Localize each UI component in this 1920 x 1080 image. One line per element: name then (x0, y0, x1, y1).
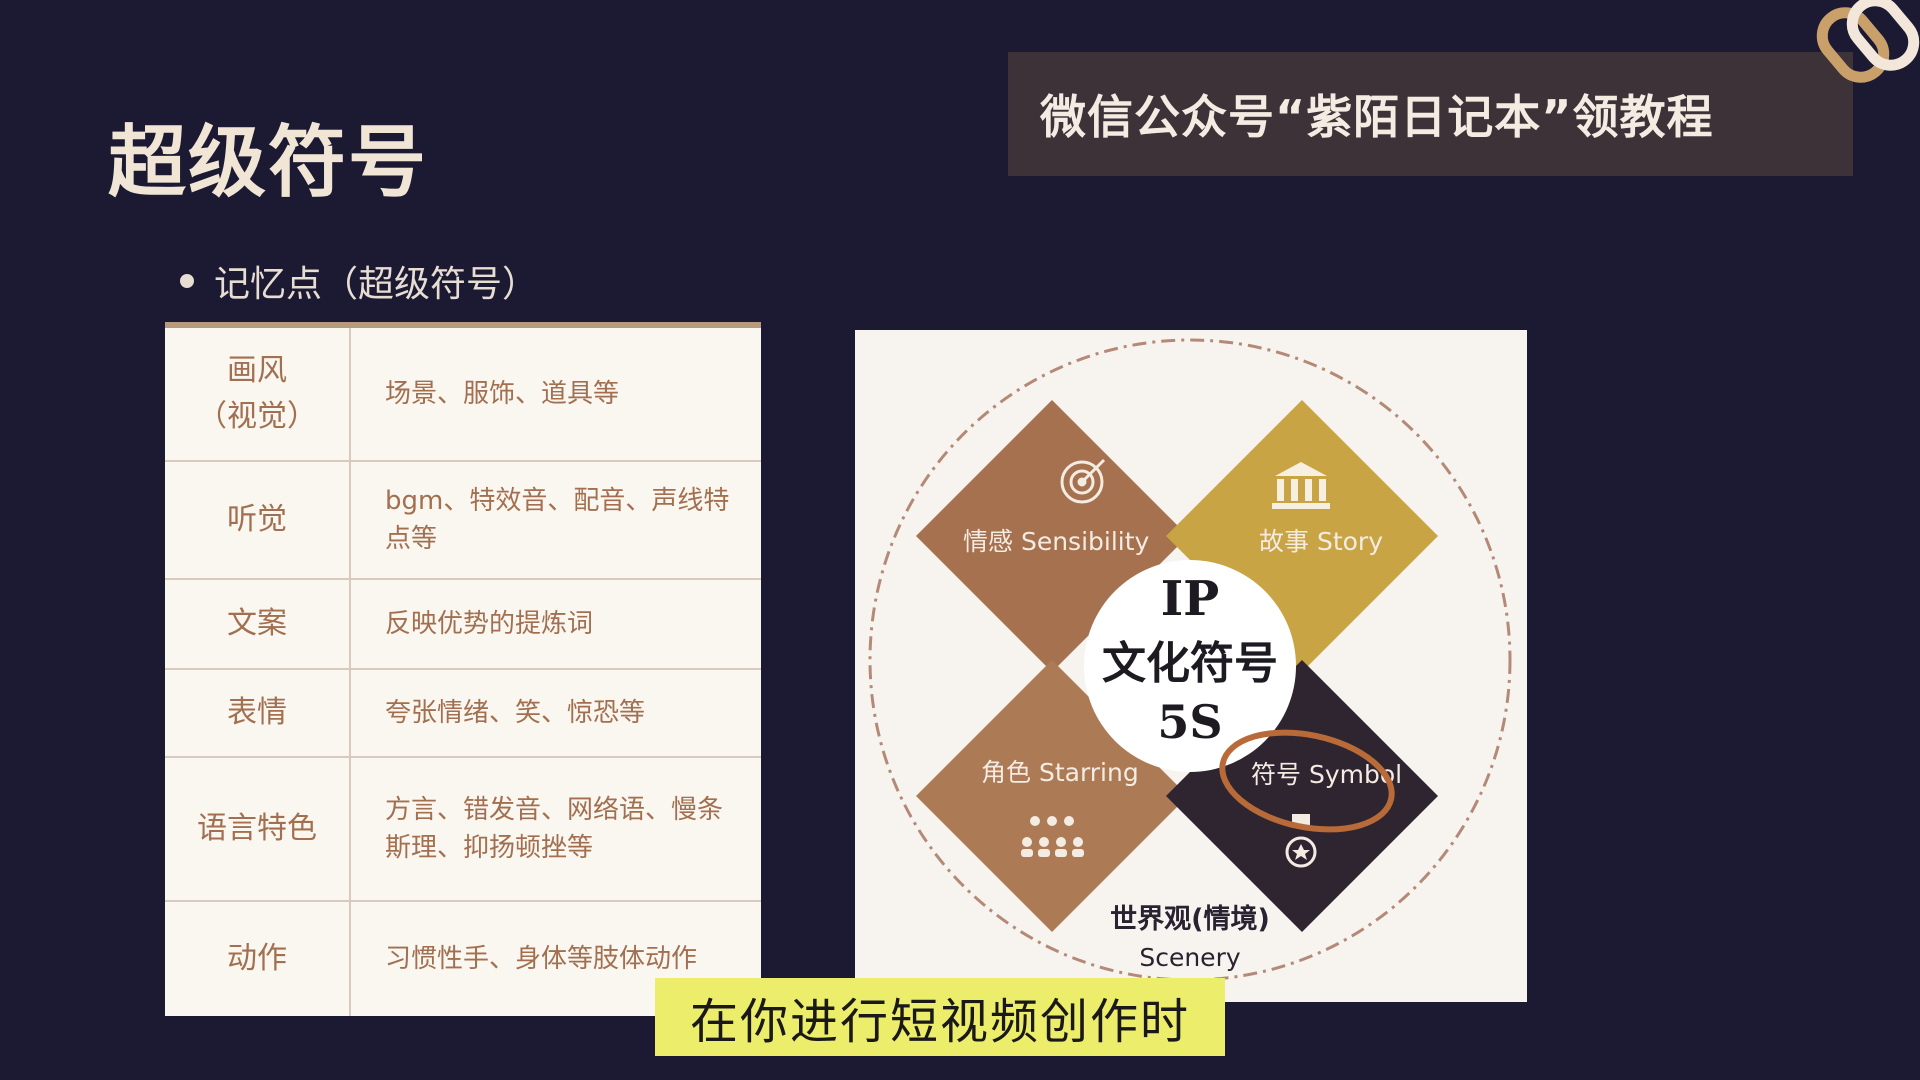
memory-points-table: 画风 （视觉） 场景、服饰、道具等 听觉 bgm、特效音、配音、声线特点等 文案… (165, 322, 761, 1016)
ip-5s-diagram: 情感 Sensibility 故事 Story 角色 Starring 符号 S… (855, 330, 1527, 1002)
section-subtitle: 记忆点（超级符号） (180, 255, 538, 307)
table-row: 表情 夸张情绪、笑、惊恐等 (165, 670, 761, 758)
center-circle (1084, 560, 1296, 772)
row-value: 反映优势的提炼词 (385, 609, 594, 639)
ip-5s-graphic: 情感 Sensibility 故事 Story 角色 Starring 符号 S… (868, 338, 1512, 982)
row-value: bgm、特效音、配音、声线特点等 (385, 486, 730, 554)
scenery-label-cn: 世界观(情境) (1110, 904, 1270, 935)
table-row: 画风 （视觉） 场景、服饰、道具等 (165, 328, 761, 462)
starring-label: 角色 Starring (981, 758, 1139, 787)
bank-icon (1272, 462, 1330, 509)
scenery-label-en: Scenery (1139, 943, 1240, 972)
row-key: 听觉 (165, 462, 351, 578)
row-value: 习惯性手、身体等肢体动作 (385, 944, 698, 974)
people-icon (1021, 816, 1084, 857)
table-row: 听觉 bgm、特效音、配音、声线特点等 (165, 462, 761, 580)
row-key: 画风 （视觉） (165, 328, 351, 460)
promo-banner: 微信公众号“紫陌日记本”领教程 (1008, 52, 1853, 176)
table-row: 动作 习惯性手、身体等肢体动作 (165, 902, 761, 1016)
row-value: 场景、服饰、道具等 (385, 379, 620, 409)
row-key: 表情 (165, 670, 351, 756)
video-subtitle-caption: 在你进行短视频创作时 (655, 978, 1225, 1056)
sensibility-label: 情感 Sensibility (963, 527, 1150, 556)
row-value: 方言、错发音、网络语、慢条斯理、抑扬顿挫等 (385, 795, 724, 863)
chain-link-icon (1816, 0, 1920, 83)
table-row: 文案 反映优势的提炼词 (165, 580, 761, 670)
center-5s: 5S (1157, 695, 1222, 749)
symbol-highlight-ring (1219, 729, 1395, 833)
row-value: 夸张情绪、笑、惊恐等 (385, 698, 646, 728)
story-label: 故事 Story (1259, 527, 1383, 556)
row-key: 语言特色 (165, 758, 351, 900)
row-key: 动作 (165, 902, 351, 1016)
slide-title: 超级符号 (108, 118, 429, 208)
bullet-icon (180, 274, 194, 288)
subtitle-text: 记忆点（超级符号） (214, 264, 539, 305)
target-icon (1060, 458, 1106, 504)
banner-text: 微信公众号“紫陌日记本”领教程 (1040, 90, 1714, 144)
center-ip: IP (1161, 571, 1220, 627)
row-key: 文案 (165, 580, 351, 668)
center-culture-symbol: 文化符号 (1102, 638, 1278, 689)
table-row: 语言特色 方言、错发音、网络语、慢条斯理、抑扬顿挫等 (165, 758, 761, 902)
